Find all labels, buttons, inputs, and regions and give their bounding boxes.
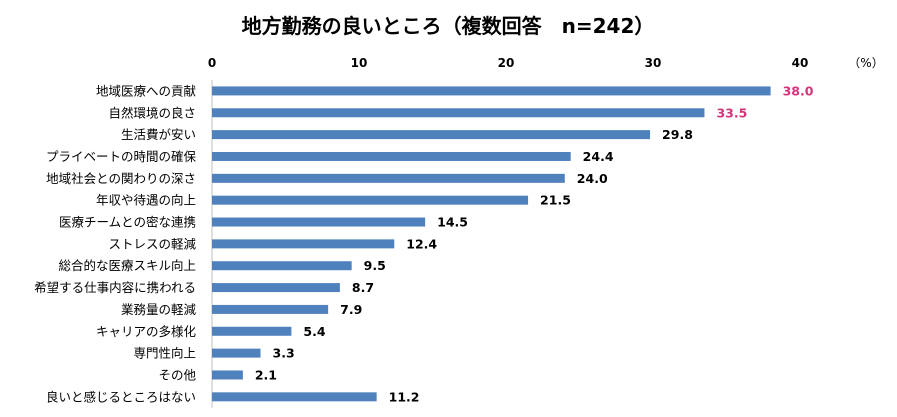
bar [212,392,377,402]
category-label: 良いと感じるところはない [46,389,196,404]
bar [212,304,329,314]
value-label: 12.4 [406,236,437,251]
unit-label: （%） [848,56,883,70]
bar [212,217,426,227]
bar [212,173,565,183]
category-label: 地域社会との関わりの深さ [46,171,196,186]
x-axis-ticks: 0 10 20 30 40 [208,56,809,70]
bars-group [212,86,771,402]
category-label: その他 [158,367,196,382]
bar [212,86,771,96]
category-label: 専門性向上 [133,346,196,361]
value-label: 33.5 [716,105,747,120]
value-label: 9.5 [364,258,386,273]
x-tick-label: 20 [498,56,515,70]
x-tick-label: 30 [645,56,662,70]
bar [212,195,529,205]
value-label: 24.0 [577,171,608,186]
bar [212,326,292,336]
bar [212,108,705,118]
chart-title: 地方勤務の良いところ（複数回答 n=242） [242,14,655,38]
bar [212,130,651,140]
value-label: 8.7 [352,280,374,295]
value-label: 11.2 [389,389,420,404]
bar [212,151,571,161]
category-label: キャリアの多様化 [96,324,197,339]
category-label: 業務量の軽減 [121,302,197,317]
bar [212,370,243,380]
category-label: プライベートの時間の確保 [46,149,197,164]
value-label: 3.3 [273,346,295,361]
value-label: 29.8 [662,127,693,142]
category-label: 自然環境の良さ [108,105,196,120]
category-label: 生活費が安い [121,127,196,142]
bar [212,283,340,293]
bar [212,239,395,249]
value-label: 7.9 [340,302,362,317]
category-labels: 地域医療への貢献自然環境の良さ生活費が安いプライベートの時間の確保地域社会との関… [34,83,196,404]
category-label: 総合的な医療スキル向上 [58,258,196,273]
category-label: 医療チームとの密な連携 [59,215,196,230]
x-tick-label: 10 [351,56,368,70]
category-label: 希望する仕事内容に携われる [34,280,196,295]
value-labels: 38.0 33.5 29.8 24.4 24.0 21.5 14.512.4 9.5 8.7 7.… [255,83,814,404]
value-label: 2.1 [255,367,277,382]
x-tick-label: 0 [208,56,216,70]
category-label: 地域医療への貢献 [96,83,196,98]
x-tick-label: 40 [792,56,809,70]
category-label: 年収や待遇の向上 [96,193,196,208]
value-label: 14.5 [437,215,468,230]
bar [212,348,261,358]
bar [212,261,352,271]
value-label: 38.0 [783,83,814,98]
value-label: 24.4 [583,149,614,164]
value-label: 21.5 [540,193,571,208]
value-label: 5.4 [303,324,325,339]
category-label: ストレスの軽減 [108,236,196,251]
